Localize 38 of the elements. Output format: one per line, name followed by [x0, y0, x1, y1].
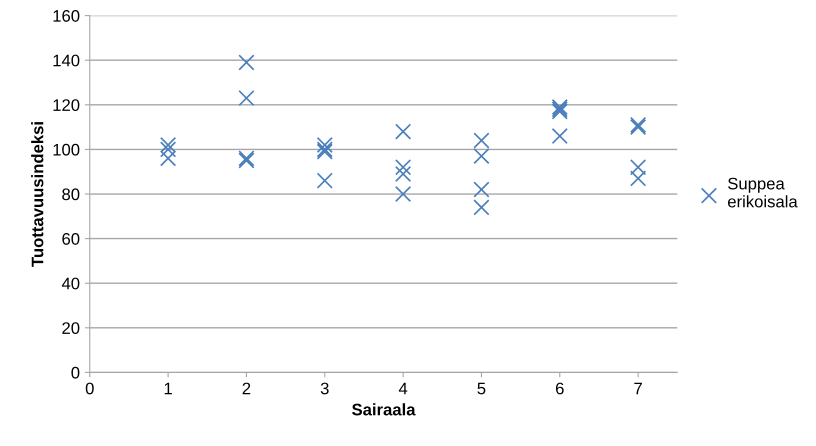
- y-tick-label: 120: [54, 99, 80, 112]
- y-tick-label: 140: [54, 54, 80, 66]
- point: [630, 170, 646, 187]
- y-tick-label: 20: [62, 322, 80, 334]
- y-tick-label: 60: [62, 233, 80, 245]
- point: [160, 136, 176, 154]
- point: [394, 186, 412, 202]
- point: [630, 159, 646, 176]
- x-tick-label: 2: [242, 382, 250, 394]
- y-axis-title: Tuottavuusindeksi: [31, 122, 44, 267]
- x-tick-label: 1: [164, 382, 172, 394]
- point: [473, 148, 490, 164]
- point: [394, 166, 412, 182]
- point: [473, 132, 490, 149]
- point: [238, 54, 255, 71]
- point: [238, 90, 255, 106]
- x-tick-label: 7: [634, 382, 642, 394]
- x-tick-label: 6: [556, 382, 564, 394]
- legend-label: Suppea erikoisala: [728, 178, 798, 208]
- y-tick-label: 80: [62, 188, 80, 200]
- x-tick-label: 4: [398, 382, 408, 394]
- point: [394, 159, 412, 176]
- point: [473, 181, 490, 198]
- point: [552, 128, 568, 144]
- point: [473, 199, 490, 216]
- y-tick-label: 100: [54, 144, 80, 156]
- x-tick-label: 5: [477, 382, 486, 394]
- x-axis-title: Sairaala: [352, 403, 416, 416]
- x-tick-label: 0: [86, 382, 94, 394]
- point: [316, 136, 333, 154]
- y-tick-label: 0: [71, 366, 80, 379]
- x-tick-label: 3: [320, 382, 329, 394]
- point: [160, 141, 176, 158]
- point: [160, 150, 176, 166]
- point: [316, 172, 333, 189]
- y-tick-label: 160: [54, 10, 80, 22]
- y-tick-label: 40: [62, 278, 80, 290]
- point: [394, 123, 412, 140]
